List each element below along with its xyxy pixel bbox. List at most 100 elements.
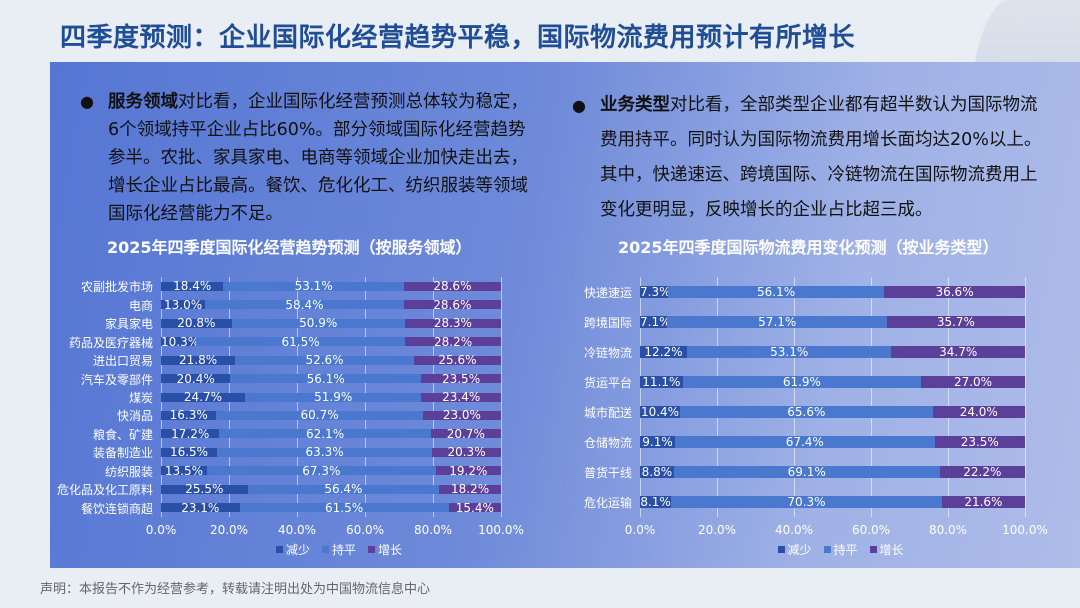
bar-segment-减少: 20.8%	[161, 316, 232, 330]
bar-row: 13.0% 58.4% 28.6%	[161, 298, 501, 312]
bar-row: 23.1% 61.5% 15.4%	[161, 501, 501, 515]
bar-segment-减少: 10.3%	[161, 334, 200, 349]
category-label: 药品及医疗器械	[68, 335, 153, 350]
bar-segment-减少: 16.5%	[161, 445, 218, 459]
bar-segment-减少: 8.1%	[640, 495, 672, 509]
bar-segment-减少: 10.4%	[640, 405, 681, 419]
legend-swatch-icon	[869, 546, 877, 553]
bar-segment-持平: 69.1%	[673, 465, 940, 479]
bullet-dot-icon: ●	[572, 96, 586, 115]
category-label: 家具家电	[104, 317, 153, 332]
bar-segment-持平: 56.1%	[230, 372, 422, 386]
bar-segment-减少: 13.5%	[161, 464, 207, 478]
category-label: 普货干线	[583, 466, 632, 480]
bar-row: 7.3% 56.1% 36.6%	[640, 285, 1025, 299]
category-label: 跨境国际	[583, 316, 632, 330]
bar-segment-持平: 56.1%	[668, 285, 885, 299]
legend-item: 减少	[777, 541, 812, 558]
bar-segment-减少: 16.3%	[161, 408, 217, 422]
bar-segment-持平: 53.1%	[223, 279, 404, 293]
gridline	[717, 277, 718, 517]
x-tick-label: 0.0%	[145, 523, 177, 537]
bar-row: 9.1% 67.4% 23.5%	[640, 435, 1025, 449]
bar-segment-持平: 65.6%	[680, 405, 933, 419]
bar-segment-持平: 61.5%	[239, 501, 449, 515]
legend-swatch-icon	[276, 546, 283, 553]
page-title: 四季度预测：企业国际化经营趋势平稳，国际物流费用预计有所增长	[60, 23, 856, 53]
bar-row: 20.8% 50.9% 28.3%	[161, 316, 501, 330]
gridline	[794, 277, 795, 517]
bar-segment-持平: 51.9%	[244, 390, 422, 404]
bar-row: 13.5% 67.3% 19.2%	[161, 464, 501, 478]
legend-item: 减少	[276, 541, 310, 558]
bar-segment-减少: 20.4%	[161, 372, 231, 386]
category-label: 快消品	[116, 409, 153, 424]
bar-row: 7.1% 57.1% 35.7%	[640, 315, 1025, 329]
bar-row: 8.8% 69.1% 22.2%	[640, 465, 1025, 479]
category-label: 纺织服装	[104, 464, 153, 479]
bar-segment-增长: 20.3%	[432, 445, 502, 459]
bar-segment-减少: 7.3%	[640, 285, 671, 299]
bar-segment-增长: 15.4%	[448, 501, 501, 515]
bar-segment-增长: 18.2%	[439, 482, 501, 496]
bar-segment-持平: 67.3%	[206, 464, 436, 478]
bar-segment-增长: 27.0%	[921, 375, 1025, 389]
category-label: 危化运输	[583, 496, 632, 510]
bar-row: 10.4% 65.6% 24.0%	[640, 405, 1025, 419]
bar-segment-增长: 34.7%	[891, 345, 1025, 359]
category-label: 货运平台	[583, 376, 632, 390]
legend-item: 增长	[869, 541, 904, 558]
category-label: 快递速运	[583, 286, 632, 300]
bar-segment-增长: 22.2%	[939, 465, 1025, 479]
left-bullet-bold: 服务领域	[108, 92, 178, 112]
bar-segment-减少: 7.1%	[640, 315, 671, 329]
bar-segment-增长: 25.6%	[413, 353, 501, 367]
bar-segment-持平: 62.1%	[219, 427, 431, 441]
gridline	[640, 277, 641, 517]
chart-service-domain: 0.0% 20.0% 40.0% 60.0% 80.0% 100.0% 农副批发市场 18.4…	[57, 277, 524, 557]
category-label: 餐饮连锁商超	[80, 501, 153, 516]
bar-row: 20.4% 56.1% 23.5%	[161, 372, 501, 386]
bar-row: 8.1% 70.3% 21.6%	[640, 495, 1025, 509]
category-label: 危化品及化工原料	[56, 483, 153, 498]
category-label: 城市配送	[583, 406, 632, 420]
legend-item: 增长	[368, 541, 402, 558]
bar-segment-增长: 28.6%	[403, 279, 501, 293]
bar-row: 24.7% 51.9% 23.4%	[161, 390, 501, 404]
bar-segment-增长: 21.6%	[941, 495, 1025, 509]
category-label: 煤炭	[128, 391, 153, 405]
gridline	[1025, 277, 1026, 517]
legend-item: 持平	[322, 541, 356, 558]
bar-segment-持平: 50.9%	[231, 316, 405, 330]
x-tick-label: 40.0%	[774, 523, 814, 537]
left-bullet: ● 服务领域对比看，企业国际化经营预测总体较为稳定，6个领域持平企业占比60%。…	[80, 88, 535, 228]
bar-segment-增长: 23.4%	[421, 390, 501, 404]
bar-segment-减少: 13.0%	[161, 298, 206, 312]
category-label: 冷链物流	[583, 346, 632, 360]
legend-swatch-icon	[322, 546, 330, 553]
category-label: 进出口贸易	[92, 354, 153, 369]
bullet-dot-icon: ●	[80, 92, 94, 111]
legend-item: 持平	[823, 541, 858, 558]
bar-segment-增长: 23.0%	[422, 408, 501, 422]
gridline	[948, 277, 949, 517]
bar-row: 16.3% 60.7% 23.0%	[161, 408, 501, 422]
category-label: 仓储物流	[583, 436, 632, 450]
category-label: 汽车及零部件	[80, 372, 153, 387]
bar-row: 17.2% 62.1% 20.7%	[161, 427, 501, 441]
bar-segment-增长: 24.0%	[932, 405, 1025, 419]
bar-row: 21.8% 52.6% 25.6%	[161, 353, 501, 367]
x-tick-label: 60.0%	[345, 523, 385, 537]
bar-segment-持平: 67.4%	[675, 435, 935, 449]
bar-segment-持平: 60.7%	[216, 408, 423, 422]
bar-segment-增长: 20.7%	[430, 427, 501, 441]
bar-segment-持平: 61.9%	[682, 375, 922, 389]
bar-row: 11.1% 61.9% 27.0%	[640, 375, 1025, 389]
bar-segment-持平: 57.1%	[667, 315, 888, 329]
chart-title-left: 2025年四季度国际化经营趋势预测（按服务领域）	[107, 238, 472, 257]
bar-segment-增长: 28.2%	[405, 335, 501, 349]
bar-segment-持平: 58.4%	[205, 298, 404, 312]
bar-segment-增长: 35.7%	[887, 315, 1025, 329]
bar-segment-减少: 24.7%	[161, 390, 245, 404]
x-tick-label: 60.0%	[851, 523, 891, 537]
